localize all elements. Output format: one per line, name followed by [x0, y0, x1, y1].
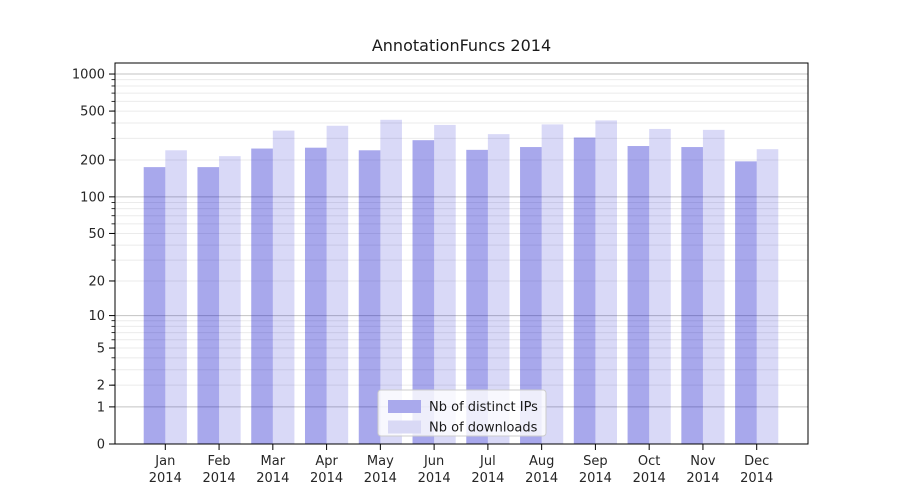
chart-title: AnnotationFuncs 2014 — [371, 36, 552, 55]
bar-distinct-ips — [681, 147, 703, 444]
bar-distinct-ips — [143, 167, 166, 444]
x-axis-tick-label-month: Dec — [744, 454, 769, 469]
x-axis-tick-label-year: 2014 — [686, 471, 719, 486]
bar-distinct-ips — [304, 147, 327, 444]
bar-downloads — [434, 124, 456, 445]
y-axis-tick-label: 20 — [88, 274, 105, 289]
x-axis-tick-label-month: May — [367, 454, 394, 469]
bar-distinct-ips — [197, 167, 220, 444]
x-axis-tick-label-year: 2014 — [525, 471, 558, 486]
legend-label-downloads: Nb of downloads — [429, 421, 538, 436]
bar-distinct-ips — [520, 147, 542, 444]
y-axis-tick-label: 1 — [97, 400, 105, 415]
x-axis-tick-label-year: 2014 — [310, 471, 343, 486]
bar-downloads — [272, 130, 295, 444]
x-axis-tick-label-month: Jun — [423, 454, 444, 469]
x-axis-tick-label-month: Nov — [690, 454, 716, 469]
x-axis-tick-label-year: 2014 — [579, 471, 612, 486]
x-axis-tick-label-month: Sep — [583, 454, 608, 469]
bar-distinct-ips — [412, 140, 435, 444]
y-axis-tick-label: 0 — [97, 438, 105, 453]
x-axis-tick-label-year: 2014 — [203, 471, 236, 486]
y-axis-tick-label: 1000 — [72, 68, 105, 83]
bar-downloads — [756, 149, 779, 444]
y-axis-tick-label: 5 — [97, 342, 105, 357]
y-axis-tick-label: 2 — [97, 379, 105, 394]
bar-distinct-ips — [735, 161, 757, 444]
x-axis-tick-label-year: 2014 — [364, 471, 397, 486]
bar-distinct-ips — [251, 148, 273, 444]
x-axis-tick-label-year: 2014 — [149, 471, 182, 486]
y-axis-tick-label: 100 — [80, 190, 105, 205]
bar-distinct-ips — [573, 137, 596, 444]
y-axis-tick-label: 10 — [88, 309, 105, 324]
bar-downloads — [380, 119, 402, 445]
bar-distinct-ips — [466, 149, 488, 445]
legend-label-distinct-ips: Nb of distinct IPs — [429, 400, 538, 415]
x-axis-tick-label-year: 2014 — [633, 471, 666, 486]
y-axis-tick-label: 500 — [80, 105, 105, 120]
bar-downloads — [219, 156, 241, 444]
legend-swatch-downloads — [388, 420, 421, 434]
bar-downloads — [487, 134, 510, 444]
x-axis-tick-label-month: Apr — [315, 454, 338, 469]
x-axis-tick-label-month: Jul — [479, 454, 496, 469]
bar-downloads — [595, 120, 618, 444]
x-axis-tick-label-year: 2014 — [418, 471, 451, 486]
x-axis-tick-label-month: Feb — [208, 454, 231, 469]
bar-downloads — [702, 129, 725, 444]
bar-downloads — [326, 125, 349, 444]
y-axis-tick-label: 50 — [88, 227, 105, 242]
x-axis-tick-label-month: Jan — [154, 454, 175, 469]
x-axis-tick-label-year: 2014 — [256, 471, 289, 486]
bar-downloads — [541, 124, 564, 444]
x-axis-tick-label-month: Mar — [261, 454, 286, 469]
bar-distinct-ips — [358, 150, 381, 445]
legend-swatch-distinct-ips — [388, 400, 421, 413]
x-axis-tick-label-year: 2014 — [471, 471, 504, 486]
y-axis-tick-label: 200 — [80, 154, 105, 169]
x-axis-tick-label-month: Aug — [529, 454, 554, 469]
plot-border — [114, 62, 809, 445]
bar-distinct-ips — [627, 146, 650, 444]
x-axis-tick-label-month: Oct — [638, 454, 660, 469]
x-axis-tick-label-year: 2014 — [740, 471, 773, 486]
bar-downloads — [165, 150, 187, 445]
bar-downloads — [649, 128, 671, 444]
